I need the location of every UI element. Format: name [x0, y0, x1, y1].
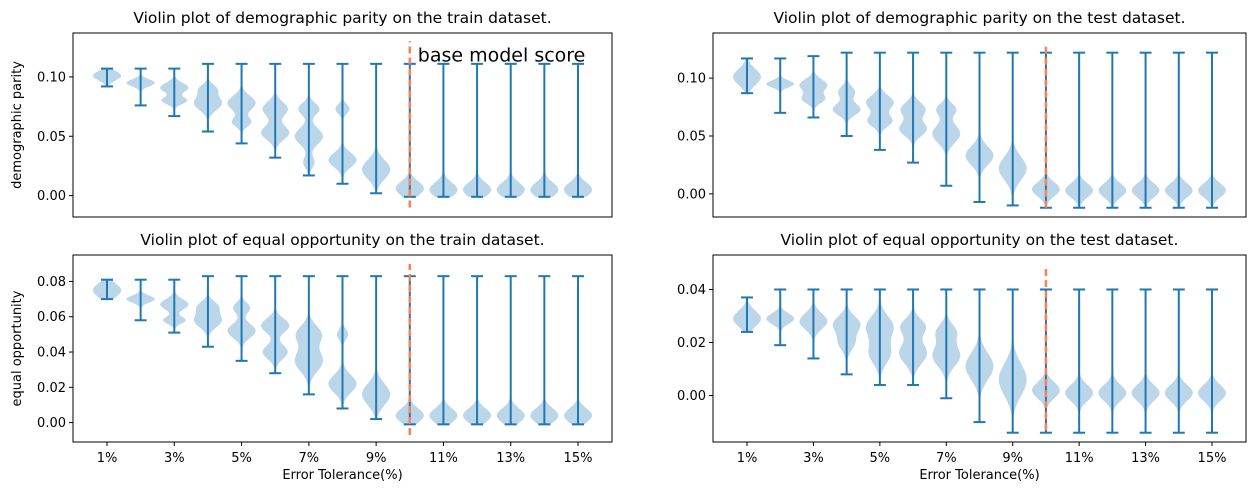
- x-tick-label: 7%: [936, 451, 957, 466]
- violin-body-11: [1065, 289, 1094, 433]
- y-tick-label: 0.04: [37, 346, 66, 361]
- x-tick-label: 15%: [1198, 451, 1227, 466]
- x-tick-label: 5%: [231, 451, 252, 466]
- x-tick-label: 11%: [429, 451, 458, 466]
- chart-title: Violin plot of equal opportunity on the …: [781, 231, 1179, 249]
- y-tick-label: 0.10: [37, 70, 66, 85]
- y-tick-label: 0.05: [677, 129, 706, 144]
- base-model-annotation: base model score: [418, 44, 586, 66]
- violin-body-12: [1098, 289, 1127, 433]
- chart-title: Violin plot of equal opportunity on the …: [140, 231, 544, 249]
- y-tick-label: 0.06: [37, 310, 66, 325]
- y-tick-label: 0.00: [37, 416, 66, 431]
- panel-eo-test: 0.00 0.02 0.04 1% 3% 5% 7% 9% 11% 13% 15% Violin pl…: [677, 231, 1247, 483]
- x-tick-label: 9%: [366, 451, 387, 466]
- y-tick-label: 0.02: [37, 381, 66, 396]
- y-tick-label: 0.02: [677, 336, 706, 351]
- axes-frame: [712, 32, 1247, 218]
- y-tick-label: 0.10: [677, 72, 706, 87]
- y-axis-label: equal opportunity: [10, 290, 25, 406]
- panel-eo-train: 0.00 0.02 0.04 0.06 0.08 1% 3% 5% 7% 9% 11% 13% 15% V…: [10, 231, 613, 483]
- x-tick-label: 13%: [1131, 451, 1160, 466]
- x-axis-label: Error Tolerance(%): [919, 468, 1039, 483]
- chart-title: Violin plot of demographic parity on the…: [133, 9, 551, 27]
- y-tick-label: 0.00: [677, 187, 706, 202]
- x-tick-label: 5%: [870, 451, 891, 466]
- x-tick-label: 3%: [803, 451, 824, 466]
- x-tick-label: 15%: [564, 451, 593, 466]
- x-tick-label: 1%: [97, 451, 118, 466]
- y-tick-label: 0.04: [677, 283, 706, 298]
- x-tick-label: 9%: [1002, 451, 1023, 466]
- x-tick-label: 7%: [299, 451, 320, 466]
- chart-title: Violin plot of demographic parity on the…: [773, 9, 1185, 27]
- violin-body-9: [362, 276, 391, 420]
- panel-dp-test: 0.00 0.05 0.10 Violin plot of demographic p…: [677, 9, 1247, 218]
- x-tick-label: 3%: [164, 451, 185, 466]
- y-tick-label: 0.05: [37, 130, 66, 145]
- y-tick-label: 0.00: [37, 189, 66, 204]
- axes-frame: [72, 32, 613, 218]
- y-axis-label: demographic parity: [10, 61, 25, 189]
- y-tick-label: 0.00: [677, 389, 706, 404]
- axes-frame: [712, 254, 1247, 443]
- axes-frame: [72, 254, 613, 443]
- x-tick-label: 11%: [1065, 451, 1094, 466]
- x-tick-label: 1%: [737, 451, 758, 466]
- y-tick-label: 0.08: [37, 275, 66, 290]
- x-tick-label: 13%: [496, 451, 525, 466]
- panel-dp-train: base model score 0.00 0.05 0.10 Violin plot …: [10, 9, 613, 218]
- x-axis-label: Error Tolerance(%): [282, 468, 402, 483]
